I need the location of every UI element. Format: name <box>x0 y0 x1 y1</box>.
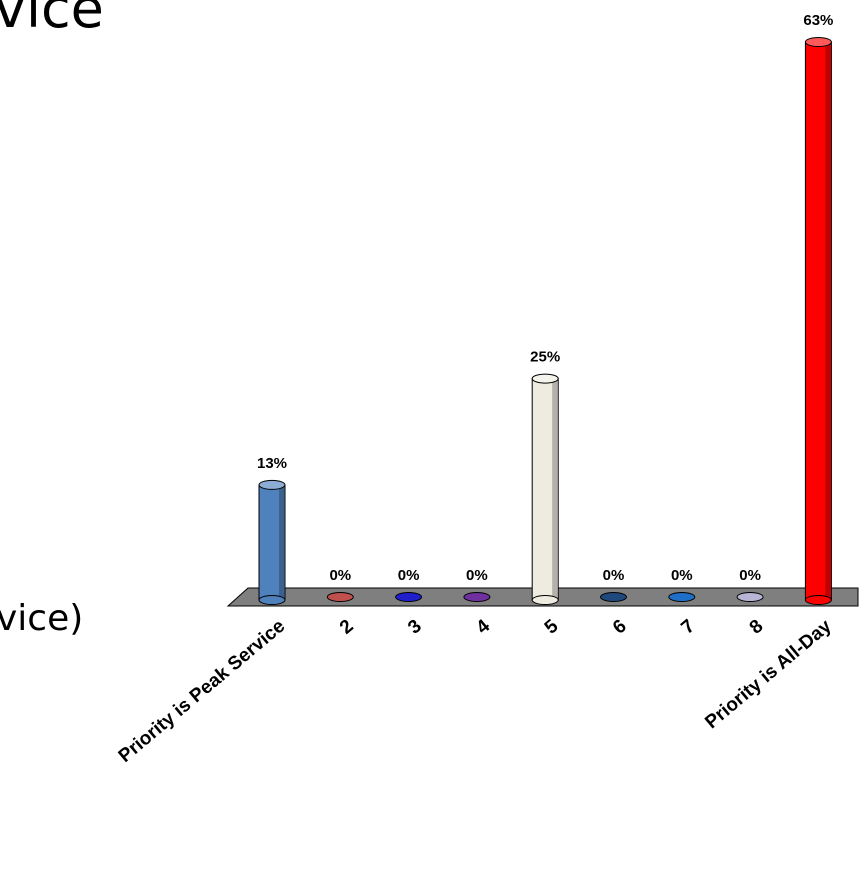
bar-2 <box>326 592 354 602</box>
data-label-9: 63% <box>803 12 833 29</box>
data-label-1: 13% <box>257 455 287 472</box>
bar-bottom-cap <box>804 595 832 605</box>
slide-bullet-text: vice) <box>0 598 84 639</box>
data-label-4: 0% <box>466 567 488 584</box>
bar-7 <box>668 592 696 602</box>
bar-8 <box>736 592 764 602</box>
category-label-4: 4 <box>473 615 495 638</box>
bar-4 <box>463 592 491 602</box>
bar-zero-disk <box>736 592 764 602</box>
bar-1 <box>258 479 286 605</box>
category-label-1: Priority is Peak Service <box>115 616 290 767</box>
category-label-9: Priority is All-Day <box>701 615 836 733</box>
bar-top-cap <box>258 479 286 490</box>
category-label-3: 3 <box>404 616 426 639</box>
category-label-6: 6 <box>609 616 631 639</box>
bar-shade <box>825 42 831 600</box>
category-label-5: 5 <box>541 615 563 638</box>
data-label-2: 0% <box>329 567 351 584</box>
data-label-5: 25% <box>530 349 560 366</box>
bar-zero-disk <box>395 592 423 602</box>
bar-bottom-cap <box>531 595 559 605</box>
data-label-8: 0% <box>739 567 761 584</box>
bar-zero-disk <box>326 592 354 602</box>
bar-top-cap <box>531 373 559 384</box>
data-label-6: 0% <box>603 567 625 584</box>
slide-title: vice <box>0 0 104 40</box>
bar-3 <box>395 592 423 602</box>
category-label-7: 7 <box>677 616 699 639</box>
bar-zero-disk <box>600 592 627 602</box>
bar-top-cap <box>804 37 832 47</box>
category-label-2: 2 <box>336 616 358 639</box>
bar-shade <box>279 484 284 600</box>
bar-9 <box>804 37 832 605</box>
data-label-7: 0% <box>671 567 693 584</box>
bar-shade <box>552 378 558 600</box>
category-label-8: 8 <box>746 616 768 639</box>
bar-6 <box>600 592 627 602</box>
bar-bottom-cap <box>258 595 286 605</box>
bar-zero-disk <box>463 592 491 602</box>
data-label-3: 0% <box>398 567 420 584</box>
bar-5 <box>531 373 559 605</box>
bar-zero-disk <box>668 592 696 602</box>
